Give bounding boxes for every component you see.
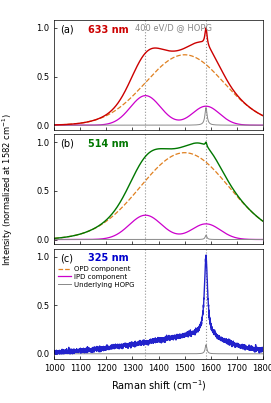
Text: (c): (c) [60,253,73,263]
Text: 514 nm: 514 nm [88,139,128,149]
X-axis label: Raman shift (cm$^{-1}$): Raman shift (cm$^{-1}$) [111,378,207,393]
Text: (a): (a) [60,25,74,35]
Legend: OPD component, IPD component, Underlying HOPG: OPD component, IPD component, Underlying… [58,266,135,288]
Text: 400 eV/D @ HOPG: 400 eV/D @ HOPG [135,23,212,33]
Text: 325 nm: 325 nm [88,253,128,263]
Text: Intensity (normalized at 1582 cm$^{-1}$): Intensity (normalized at 1582 cm$^{-1}$) [1,113,15,266]
Text: 633 nm: 633 nm [88,25,128,35]
Text: (b): (b) [60,139,74,149]
